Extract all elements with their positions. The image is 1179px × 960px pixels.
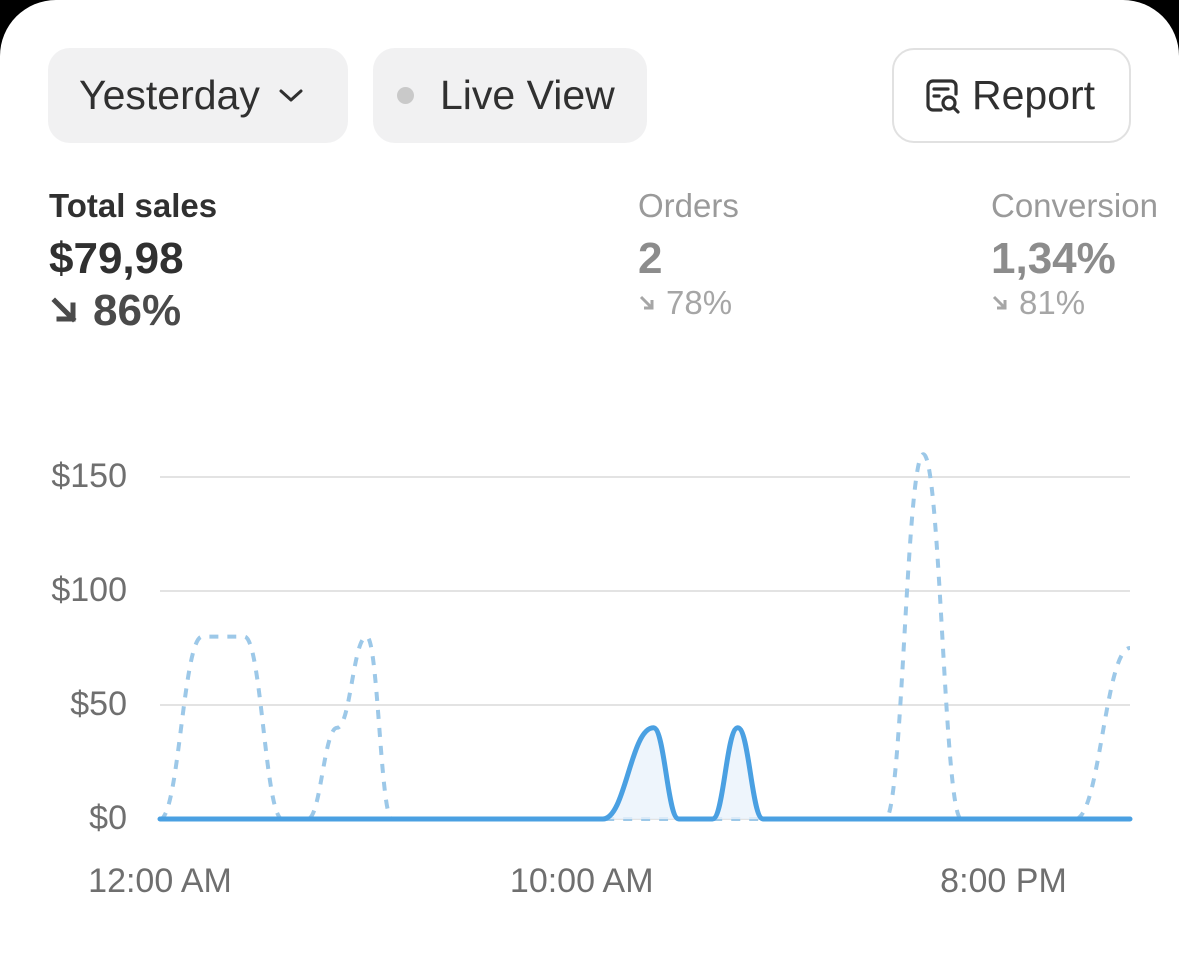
current-series-line [157, 725, 1133, 822]
conversion-change-value: 81% [1019, 284, 1086, 321]
current-series-area [160, 727, 1130, 819]
orders-value: 2 [638, 234, 663, 283]
total-sales-label: Total sales [49, 187, 218, 224]
total-sales-metric[interactable]: Total sales $79,98 86% [49, 186, 217, 336]
orders-change-value: 78% [666, 284, 733, 321]
total-sales-change-value: 86% [93, 286, 182, 335]
conversion-change: 81% [991, 284, 1158, 322]
total-sales-change: 86% [49, 286, 217, 336]
live-status-dot-icon [397, 87, 414, 104]
x-tick-label: 10:00 AM [509, 862, 654, 900]
y-tick-label: $150 [51, 457, 127, 495]
report-search-icon [924, 77, 962, 115]
date-range-label: Yesterday [79, 72, 260, 118]
orders-label: Orders [638, 187, 739, 224]
report-button[interactable]: Report [892, 48, 1131, 143]
live-view-label: Live View [440, 72, 615, 118]
y-tick-label: $0 [89, 799, 127, 837]
y-tick-label: $100 [51, 571, 127, 609]
y-tick-label: $50 [70, 685, 127, 723]
arrow-down-right-icon [49, 295, 81, 327]
orders-metric[interactable]: Orders 2 78% [638, 186, 739, 322]
arrow-down-right-icon [638, 294, 656, 312]
conversion-metric[interactable]: Conversion 1,34% 81% [991, 186, 1158, 322]
report-label: Report [972, 72, 1096, 118]
orders-change: 78% [638, 284, 739, 322]
arrow-down-right-icon [991, 294, 1009, 312]
date-range-dropdown[interactable]: Yesterday [48, 48, 348, 143]
conversion-value: 1,34% [991, 234, 1116, 283]
sales-chart[interactable] [0, 0, 1179, 933]
x-tick-label: 12:00 AM [88, 862, 232, 900]
x-tick-label: 8:00 PM [940, 862, 1067, 900]
chevron-down-icon [278, 88, 304, 104]
total-sales-value: $79,98 [49, 234, 184, 283]
conversion-label: Conversion [991, 187, 1158, 224]
live-view-button[interactable]: Live View [373, 48, 647, 143]
